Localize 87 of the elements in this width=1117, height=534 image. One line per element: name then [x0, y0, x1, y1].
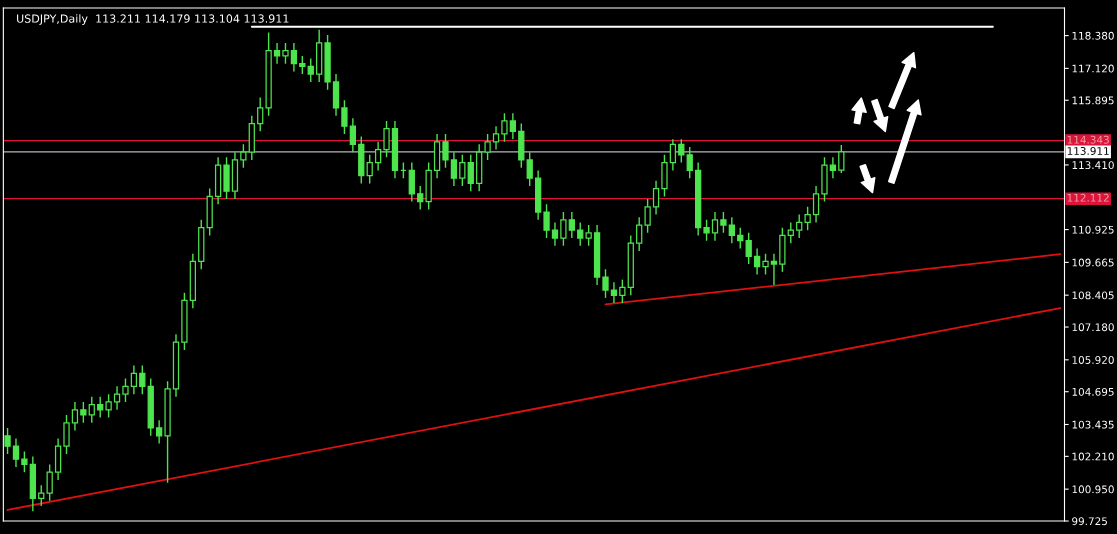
candlestick [492, 125, 500, 151]
candlestick [88, 396, 95, 424]
candlestick [442, 133, 449, 169]
y-tick-label: 110.925 [1072, 225, 1114, 234]
candlestick [720, 211, 727, 234]
candlestick [804, 206, 811, 231]
candlestick [290, 42, 298, 73]
candlestick [97, 396, 104, 419]
candlestick [341, 99, 348, 135]
candlestick [728, 216, 735, 244]
candlestick [484, 133, 491, 161]
y-tick-label: 108.405 [1072, 291, 1114, 300]
candlestick [307, 57, 314, 83]
candlestick [408, 161, 415, 203]
candlestick [526, 151, 533, 187]
y-tick-label: 103.435 [1072, 420, 1114, 429]
y-tick-label: 105.920 [1072, 356, 1114, 364]
candlestick [80, 401, 87, 424]
candlestick [501, 112, 508, 143]
candlestick [711, 211, 719, 242]
candlestick [349, 117, 357, 153]
text: USDJPY,Daily 113.211 114.179 113.104 113.911 [17, 14, 289, 25]
candlestick [105, 393, 112, 419]
ref-line-label: 113.911 [1067, 147, 1109, 155]
candlestick [450, 151, 458, 187]
candlestick [113, 385, 121, 411]
candlestick [796, 213, 803, 239]
candlestick [560, 211, 567, 247]
y-tick-label: 118.380 [1072, 31, 1114, 40]
candlestick [610, 281, 618, 304]
candlestick [130, 364, 138, 395]
candlestick [829, 156, 837, 179]
candlestick [257, 96, 264, 133]
candlestick [459, 154, 466, 187]
y-tick-label: 99.725 [1072, 517, 1107, 526]
candlestick [509, 112, 517, 140]
candlestick [602, 268, 609, 299]
candlestick [669, 138, 677, 172]
candlestick [156, 419, 163, 445]
candlestick [38, 484, 45, 507]
candlestick [417, 185, 424, 211]
candlestick [46, 463, 53, 502]
candlestick [71, 401, 79, 432]
candlestick [644, 198, 651, 234]
candlestick [568, 211, 575, 239]
candlestick [812, 185, 820, 224]
candlestick [745, 232, 752, 265]
candlestick [383, 120, 390, 159]
candlestick [753, 247, 761, 276]
candlestick [299, 55, 306, 75]
y-tick-label: 104.695 [1072, 387, 1114, 396]
candlestick [240, 143, 247, 169]
candlestick [4, 427, 11, 455]
candlestick [543, 203, 550, 239]
candlestick [838, 144, 845, 174]
candlestick [21, 450, 28, 473]
candlestick [577, 221, 584, 247]
y-tick-label: 109.665 [1072, 258, 1114, 267]
candlestick [122, 377, 129, 403]
y-tick-label: 113.410 [1072, 161, 1114, 170]
ref-line-label: 114.343 [1067, 135, 1109, 144]
candlestick [467, 154, 474, 192]
y-tick-label: 107.180 [1072, 323, 1114, 332]
y-tick-label: 115.895 [1072, 96, 1114, 105]
candlestick [366, 154, 373, 185]
candlestick [737, 226, 744, 250]
candlestick [585, 224, 592, 247]
y-tick-label: 102.210 [1072, 452, 1114, 461]
candlestick [678, 138, 685, 164]
candlestick [652, 180, 660, 216]
candlestick [282, 42, 289, 65]
y-tick-label: 117.120 [1072, 64, 1114, 73]
candlestick [619, 278, 626, 304]
ref-line-label: 112.112 [1067, 193, 1109, 202]
candlestick [12, 437, 20, 468]
y-tick-label: 100.950 [1072, 485, 1114, 494]
candlestick [273, 42, 281, 65]
candlestick [551, 221, 559, 247]
candlestick [770, 252, 778, 286]
candlestick [139, 364, 146, 395]
candlestick [374, 141, 382, 172]
candlestick [703, 219, 710, 242]
candlestick [636, 216, 643, 252]
candlestick [762, 252, 769, 276]
candlestick [63, 414, 70, 455]
candlestick [787, 221, 794, 244]
candlestick [686, 146, 693, 179]
